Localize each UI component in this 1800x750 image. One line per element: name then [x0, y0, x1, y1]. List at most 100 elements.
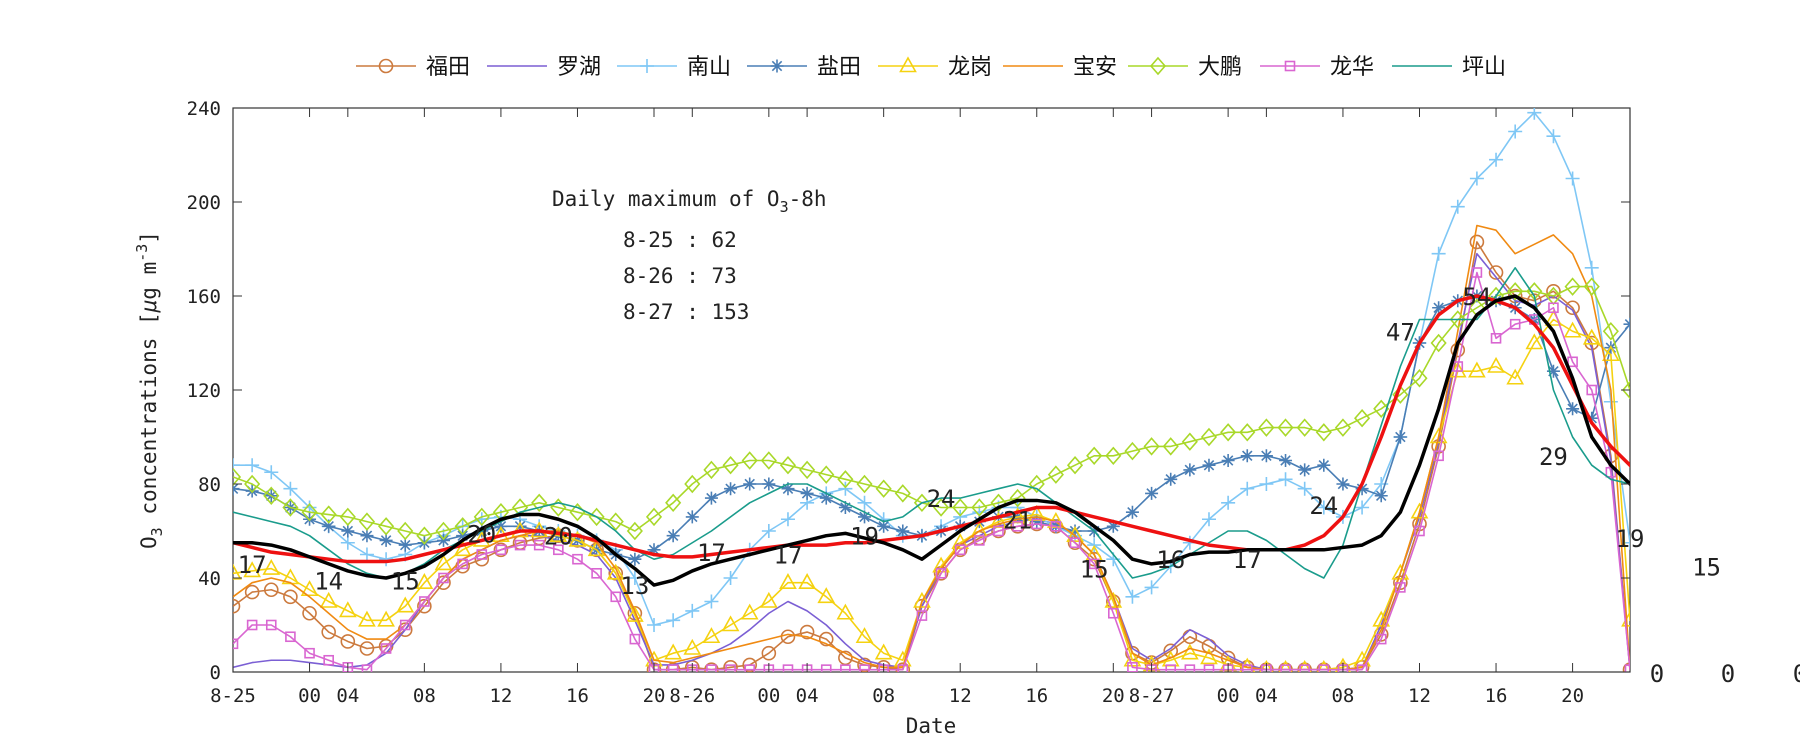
legend-label-0: 福田: [426, 55, 470, 80]
series-3-marker-33: [858, 510, 872, 524]
series-7-marker-56: [1299, 664, 1310, 672]
series-6-marker-61: [1392, 385, 1409, 404]
x-tick-label-2: 04: [336, 685, 359, 707]
series-7-marker-55: [1280, 664, 1291, 672]
series-7-marker-29: [782, 664, 794, 672]
x-tick-label-18: 12: [1408, 685, 1431, 707]
series-red-line-line: [233, 294, 1630, 564]
point-label-0: 17: [238, 551, 267, 579]
series-3-marker-59: [1355, 482, 1369, 496]
series-0-marker-10: [417, 598, 432, 614]
series-3-marker-71: [1585, 411, 1599, 425]
point-label-19: 15: [1692, 553, 1721, 581]
series-0-marker-28: [761, 645, 777, 661]
series-3-marker-27: [743, 477, 757, 491]
series-3-marker-56: [1298, 463, 1312, 477]
series-6-line: [233, 285, 1630, 537]
series-7-marker-40: [993, 525, 1004, 537]
x-tick-label-14: 8-27: [1129, 685, 1175, 707]
legend-item-3: 盐田: [747, 55, 861, 80]
series-2-marker-7: [359, 547, 374, 562]
x-tick-label-9: 04: [796, 685, 819, 707]
legend-marker-7: [1284, 60, 1296, 72]
series-7-marker-39: [974, 535, 985, 546]
series-0-marker-70: [1565, 300, 1580, 316]
series-4-marker-34: [874, 643, 893, 660]
series-4-marker-7: [358, 610, 376, 627]
series-3-marker-35: [896, 524, 910, 538]
series-7-marker-32: [840, 664, 851, 672]
series-7-marker-17: [553, 544, 564, 556]
series-8-line: [233, 266, 1630, 579]
series-7-marker-14: [495, 544, 507, 556]
series-4-marker-6: [338, 601, 357, 618]
series-0-marker-31: [818, 631, 834, 647]
series-4-marker-26: [721, 615, 740, 632]
series-2-marker-52: [1221, 495, 1236, 510]
legend-label-2: 南山: [687, 55, 731, 80]
series-3-marker-28: [762, 477, 776, 491]
series-7-marker-45: [1088, 558, 1100, 570]
x-tick-label-15: 00: [1217, 685, 1240, 707]
series-6-marker-58: [1334, 418, 1352, 437]
series-6-marker-63: [1430, 333, 1447, 353]
series-2-marker-55: [1278, 472, 1293, 487]
series-6-marker-21: [626, 521, 643, 541]
y-axis-label: O3 concentrations [μg m-3]: [133, 231, 166, 549]
series-0-marker-13: [474, 551, 490, 567]
series-3-marker-53: [1240, 449, 1254, 463]
point-label-13: 17: [1233, 546, 1262, 574]
legend-item-0: 福田: [356, 55, 470, 80]
series-4-marker-11: [434, 554, 453, 571]
series-7-marker-8: [380, 643, 392, 654]
series-4-marker-8: [377, 610, 395, 627]
point-label-10: 21: [1003, 506, 1032, 534]
series-3-marker-32: [838, 501, 852, 514]
annotation-title: Daily maximum of O3-8h: [552, 187, 827, 216]
series-4-marker-32: [836, 603, 855, 620]
series-6-marker-57: [1315, 423, 1332, 442]
x-tick-label-20: 20: [1561, 685, 1584, 707]
series-4-marker-29: [779, 573, 797, 589]
x-tick-label-12: 16: [1025, 685, 1048, 707]
series-6-marker-8: [378, 517, 395, 536]
x-tick-label-10: 08: [872, 685, 895, 707]
series-3-marker-12: [456, 529, 470, 543]
series-4-marker-50: [1180, 643, 1199, 660]
series-6-marker-24: [684, 474, 701, 494]
series-7-marker-9: [399, 619, 411, 631]
series-7-marker-69: [1548, 302, 1559, 314]
series-2-marker-33: [857, 495, 872, 510]
series-6-marker-28: [760, 451, 777, 470]
series-6-marker-35: [894, 484, 911, 503]
series-6-marker-56: [1296, 418, 1313, 437]
x-tick-label-1: 00: [298, 685, 321, 707]
series-black-line-line: [233, 294, 1630, 587]
series-2-marker-67: [1508, 124, 1523, 139]
series-0-marker-27: [742, 657, 757, 672]
series-7-marker-50: [1184, 664, 1196, 672]
point-label-3: 20: [467, 520, 496, 548]
series-6-marker-27: [741, 451, 758, 470]
series-7-marker-2: [265, 619, 277, 631]
series-6-marker-70: [1564, 277, 1581, 296]
series-6-marker-26: [722, 455, 739, 475]
series-7-marker-23: [667, 664, 679, 672]
series-7-marker-27: [744, 664, 755, 672]
series-7-marker-16: [533, 539, 545, 551]
series-6-marker-62: [1411, 369, 1428, 388]
series-6-marker-66: [1487, 286, 1505, 306]
series-4-marker-61: [1391, 563, 1410, 580]
series-7-marker-41: [1012, 520, 1023, 532]
x-tick-label-7: 8-26: [669, 685, 715, 707]
series-4-marker-66: [1487, 356, 1505, 373]
series-3-marker-63: [1432, 301, 1446, 315]
series-7-marker-61: [1395, 582, 1406, 593]
series-4-marker-18: [568, 530, 587, 547]
series-4-marker-51: [1200, 648, 1218, 665]
series-7-marker-60: [1375, 633, 1387, 645]
series-7-marker-43: [1050, 520, 1062, 532]
series-3-marker-15: [513, 519, 527, 533]
series-6-marker-0: [233, 467, 242, 487]
series-7-marker-51: [1203, 664, 1215, 672]
